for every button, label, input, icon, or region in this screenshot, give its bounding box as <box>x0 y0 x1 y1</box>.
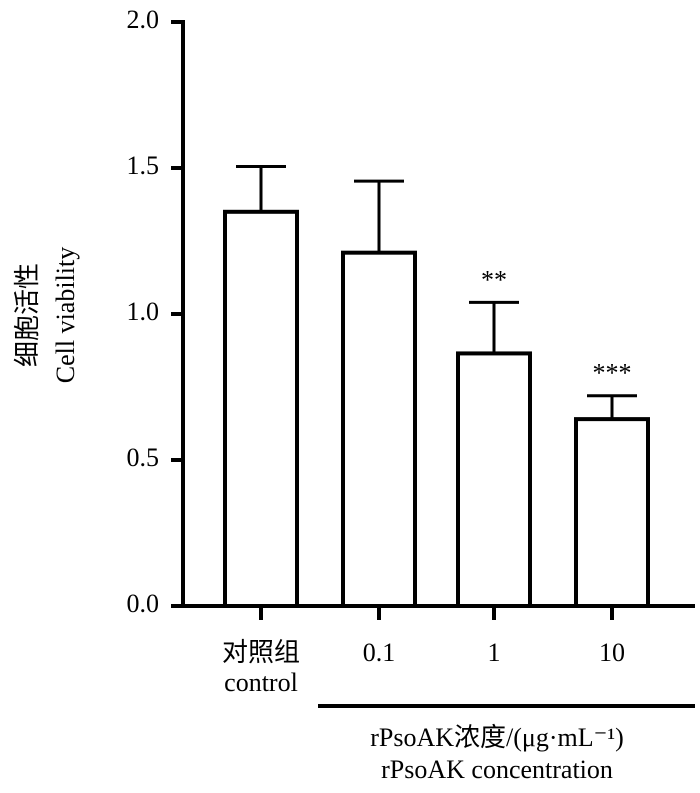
x-tick-label: 对照组 <box>222 638 300 667</box>
x-tick-label: control <box>224 668 298 697</box>
x-axis-label: rPsoAK浓度/(μg·mL⁻¹) <box>370 723 624 752</box>
x-axis-label: rPsoAK concentration <box>381 755 613 784</box>
y-axis-label: 细胞活性 <box>13 263 42 367</box>
x-tick-label: 10 <box>599 638 625 667</box>
significance-label: *** <box>593 359 632 388</box>
y-tick-label: 0.5 <box>127 443 160 472</box>
bar <box>574 417 650 608</box>
y-tick-label: 1.5 <box>127 151 160 180</box>
bar <box>223 209 299 609</box>
y-axis-label: Cell viability <box>51 247 80 384</box>
x-tick-label: 1 <box>488 638 501 667</box>
significance-label: ** <box>481 265 507 294</box>
bar <box>456 351 532 609</box>
y-tick-label: 1.0 <box>127 297 160 326</box>
y-tick-label: 2.0 <box>127 5 160 34</box>
bar <box>341 250 417 608</box>
x-tick-label: 0.1 <box>363 638 396 667</box>
y-tick-label: 0.0 <box>127 589 160 618</box>
